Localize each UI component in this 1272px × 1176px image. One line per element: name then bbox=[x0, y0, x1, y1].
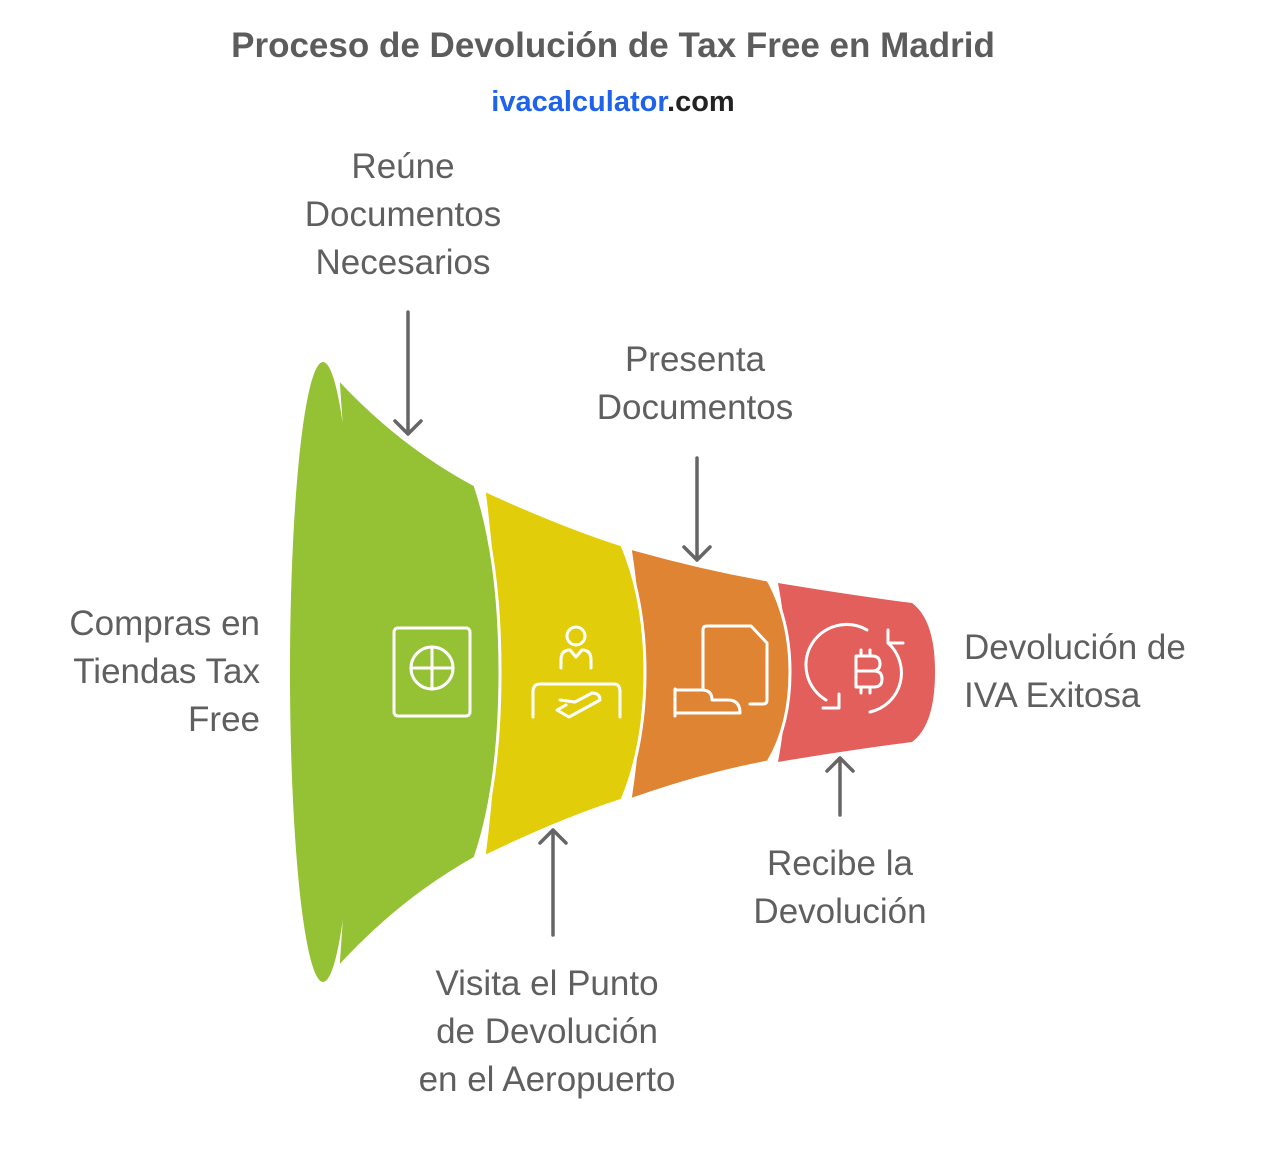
funnel-segment-yellow bbox=[482, 487, 647, 860]
arrow-down-icon bbox=[393, 310, 423, 436]
funnel-mouth bbox=[290, 362, 356, 982]
diagram-title: Proceso de Devolución de Tax Free en Mad… bbox=[231, 26, 995, 65]
brand-tld: .com bbox=[667, 86, 735, 118]
stage-label-gather-documents: Reúne Documentos Necesarios bbox=[304, 147, 502, 282]
document-hand-icon bbox=[673, 624, 769, 718]
stage-label-purchases: Compras en Tiendas Tax Free bbox=[69, 604, 260, 739]
funnel-segment-green bbox=[336, 373, 502, 973]
arrow-up-icon bbox=[825, 756, 855, 817]
safe-icon bbox=[392, 626, 472, 718]
brand-name: ivacalculator bbox=[491, 86, 668, 118]
arrow-up-icon bbox=[538, 828, 568, 937]
stage-label-present-documents: Presenta Documentos bbox=[596, 340, 794, 427]
brand-subtitle: ivacalculator.com bbox=[0, 86, 1226, 119]
stage-label-success: Devolución de IVA Exitosa bbox=[964, 628, 1186, 715]
arrows bbox=[393, 310, 855, 937]
stage-label-receive-refund: Recibe la Devolución bbox=[753, 844, 927, 931]
reception-desk-icon bbox=[531, 625, 622, 719]
bitcoin-refresh-icon bbox=[804, 622, 905, 714]
arrow-down-icon bbox=[682, 456, 712, 562]
stage-label-visit-refund-point: Visita el Punto de Devolución en el Aero… bbox=[418, 964, 676, 1099]
